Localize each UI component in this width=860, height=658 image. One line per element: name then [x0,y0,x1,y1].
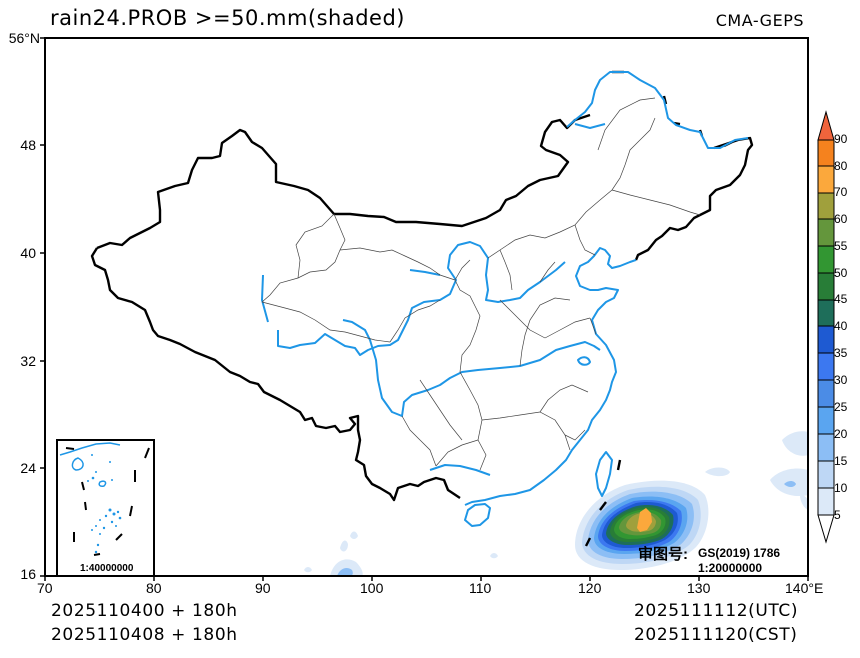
colorbar-label-90: 90 [834,132,848,146]
national-border-ne [634,136,754,261]
plot-frame [44,37,809,577]
colorbar-label-20: 20 [834,427,848,441]
y-label-32: 32 [20,353,36,369]
colorbar-label-25: 25 [834,400,848,414]
x-label-80: 80 [146,580,162,596]
x-ticks [44,576,809,581]
valid-time-cst: 2025111120(CST) [634,625,798,645]
border-dashes [584,70,733,547]
colorbar-label-40: 40 [834,319,848,333]
init-time-utc: 2025110400 + 180h [51,601,238,621]
national-border [96,113,591,250]
y-label-48: 48 [20,137,36,153]
x-label-70: 70 [37,580,53,596]
x-label-130: 130 [687,580,711,596]
colorbar-label-45: 45 [834,292,848,306]
south-china-sea-inset [56,439,155,577]
model-name: CMA-GEPS [715,11,804,30]
colorbar-label-50: 50 [834,266,848,280]
y-ticks [40,37,45,577]
colorbar-label-80: 80 [834,159,848,173]
y-label-24: 24 [20,460,36,476]
colorbar-label-5: 5 [834,508,841,522]
review-number: GS(2019) 1786 [698,546,781,560]
colorbar [817,110,835,544]
colorbar-label-55: 55 [834,239,848,253]
province-borders [261,97,701,471]
review-number-label: 审图号: [638,546,688,563]
y-label-16: 16 [20,566,36,582]
chart-title: rain24.PROB >=50.mm(shaded) [50,6,405,30]
x-label-120: 120 [578,580,602,596]
colorbar-label-10: 10 [834,481,848,495]
x-label-110: 110 [469,580,492,596]
main-map-scale: 1:20000000 [698,561,763,575]
precip-shading [304,431,808,576]
islands [87,454,122,554]
init-time-cst: 2025110408 + 180h [51,625,238,645]
y-label-56: 56°N [8,30,40,46]
y-label-40: 40 [20,245,36,261]
colorbar-label-30: 30 [834,373,848,387]
inset-map-scale: 1:40000000 [80,563,134,574]
national-border-sw [90,247,461,502]
colorbar-label-70: 70 [834,185,848,199]
x-label-140: 140°E [785,580,824,596]
x-label-90: 90 [255,580,271,596]
colorbar-label-15: 15 [834,454,848,468]
valid-time-utc: 2025111112(UTC) [634,601,799,621]
x-label-100: 100 [360,580,384,596]
rivers-coast [261,71,749,527]
colorbar-label-60: 60 [834,212,848,226]
colorbar-label-35: 35 [834,346,848,360]
